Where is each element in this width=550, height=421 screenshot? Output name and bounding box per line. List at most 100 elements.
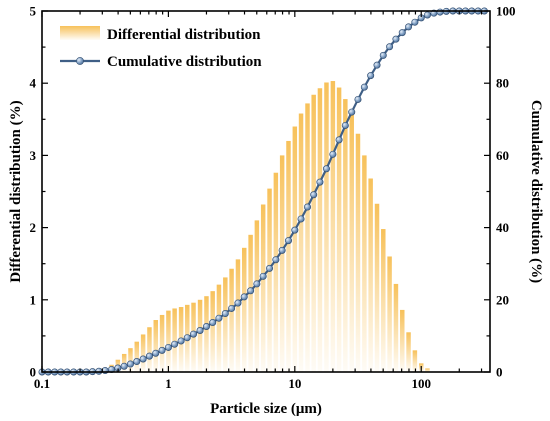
differential-bar (324, 82, 329, 372)
differential-bar (387, 256, 392, 372)
differential-bar (311, 94, 316, 372)
differential-bar (355, 133, 361, 372)
cumulative-point (183, 334, 191, 342)
cumulative-point (405, 23, 413, 31)
differential-bar (128, 348, 133, 372)
y-right-tick-label: 40 (496, 220, 509, 235)
differential-bar (166, 310, 171, 372)
cumulative-point (253, 280, 261, 288)
differential-bar (242, 247, 247, 372)
cumulative-point (190, 330, 198, 338)
cumulative-point (354, 95, 362, 103)
cumulative-point (139, 355, 147, 363)
cumulative-point (392, 35, 400, 43)
differential-bar (317, 88, 323, 372)
cumulative-point (272, 256, 280, 264)
y-left-tick-label: 1 (30, 292, 37, 307)
differential-bar (286, 140, 291, 372)
cumulative-point (310, 191, 318, 199)
y-axis-left-title: Differential distribution (%) (8, 100, 24, 282)
cumulative-point (209, 319, 217, 327)
legend-label-differential: Differential distribution (107, 27, 261, 43)
differential-bar (305, 103, 310, 373)
cumulative-point (303, 203, 311, 211)
differential-bar (412, 350, 418, 372)
differential-bar (343, 99, 348, 372)
legend-marker-swatch (76, 57, 84, 65)
y-left-tick-label: 5 (30, 4, 37, 19)
cumulative-point (316, 178, 324, 186)
cumulative-point (341, 121, 349, 129)
cumulative-point (234, 299, 242, 307)
cumulative-point (411, 18, 419, 26)
differential-bar (273, 172, 279, 372)
differential-bar (425, 368, 430, 372)
y-right-tick-label: 20 (496, 292, 509, 307)
differential-bar (254, 220, 260, 372)
cumulative-point (215, 314, 223, 322)
differential-bar (204, 296, 209, 372)
cumulative-point (221, 310, 229, 318)
x-tick-label: 100 (411, 376, 431, 391)
differential-bar (292, 126, 298, 373)
differential-bar (336, 87, 342, 372)
differential-bar (197, 299, 203, 372)
x-tick-label: 1 (165, 376, 172, 391)
y-axis-right-title: Cumulative distribution (%) (528, 100, 544, 283)
differential-bar (267, 188, 272, 372)
x-tick-label: 10 (288, 376, 301, 391)
cumulative-point (329, 150, 337, 158)
differential-bar (406, 332, 411, 372)
cumulative-point (177, 337, 185, 345)
differential-bar (248, 234, 253, 372)
legend-bar-swatch (60, 26, 100, 40)
cumulative-point (373, 61, 381, 69)
differential-bar (229, 268, 234, 372)
y-right-tick-label: 80 (496, 76, 509, 91)
cumulative-point (171, 340, 179, 348)
differential-bar (298, 113, 304, 373)
cumulative-point (284, 237, 292, 245)
cumulative-point (386, 43, 394, 51)
differential-bar (223, 277, 228, 372)
differential-bar (330, 81, 336, 372)
cumulative-point (126, 360, 134, 368)
cumulative-point (436, 8, 444, 16)
cumulative-point (398, 29, 406, 37)
cumulative-point (202, 323, 210, 331)
cumulative-point (259, 272, 267, 280)
cumulative-point (322, 165, 330, 173)
cumulative-point (367, 72, 375, 80)
cumulative-point (297, 215, 305, 223)
y-left-tick-label: 3 (30, 148, 37, 163)
cumulative-point (152, 349, 160, 357)
differential-bar (381, 229, 386, 372)
cumulative-point (266, 264, 274, 272)
y-right-tick-label: 60 (496, 148, 509, 163)
cumulative-point (145, 352, 153, 360)
differential-bar (210, 291, 215, 372)
cumulative-point (196, 326, 204, 334)
x-tick-label: 0.1 (34, 376, 50, 391)
cumulative-point (120, 362, 128, 370)
cumulative-point (228, 304, 236, 312)
differential-bar (134, 341, 140, 372)
cumulative-point (423, 11, 431, 19)
differential-bar (147, 327, 152, 372)
cumulative-point (247, 287, 255, 295)
legend-label-cumulative: Cumulative distribution (107, 54, 262, 70)
cumulative-point (278, 246, 286, 254)
y-left-tick-label: 0 (30, 365, 37, 380)
differential-bar (159, 314, 165, 372)
cumulative-point (348, 108, 356, 116)
differential-bar (235, 259, 241, 372)
differential-bar (393, 283, 399, 372)
cumulative-point (335, 136, 343, 144)
y-left-tick-label: 4 (30, 76, 37, 91)
cumulative-point (158, 346, 166, 354)
x-axis-title: Particle size (μm) (210, 401, 322, 417)
differential-bar (153, 320, 158, 372)
cumulative-point (164, 343, 172, 351)
